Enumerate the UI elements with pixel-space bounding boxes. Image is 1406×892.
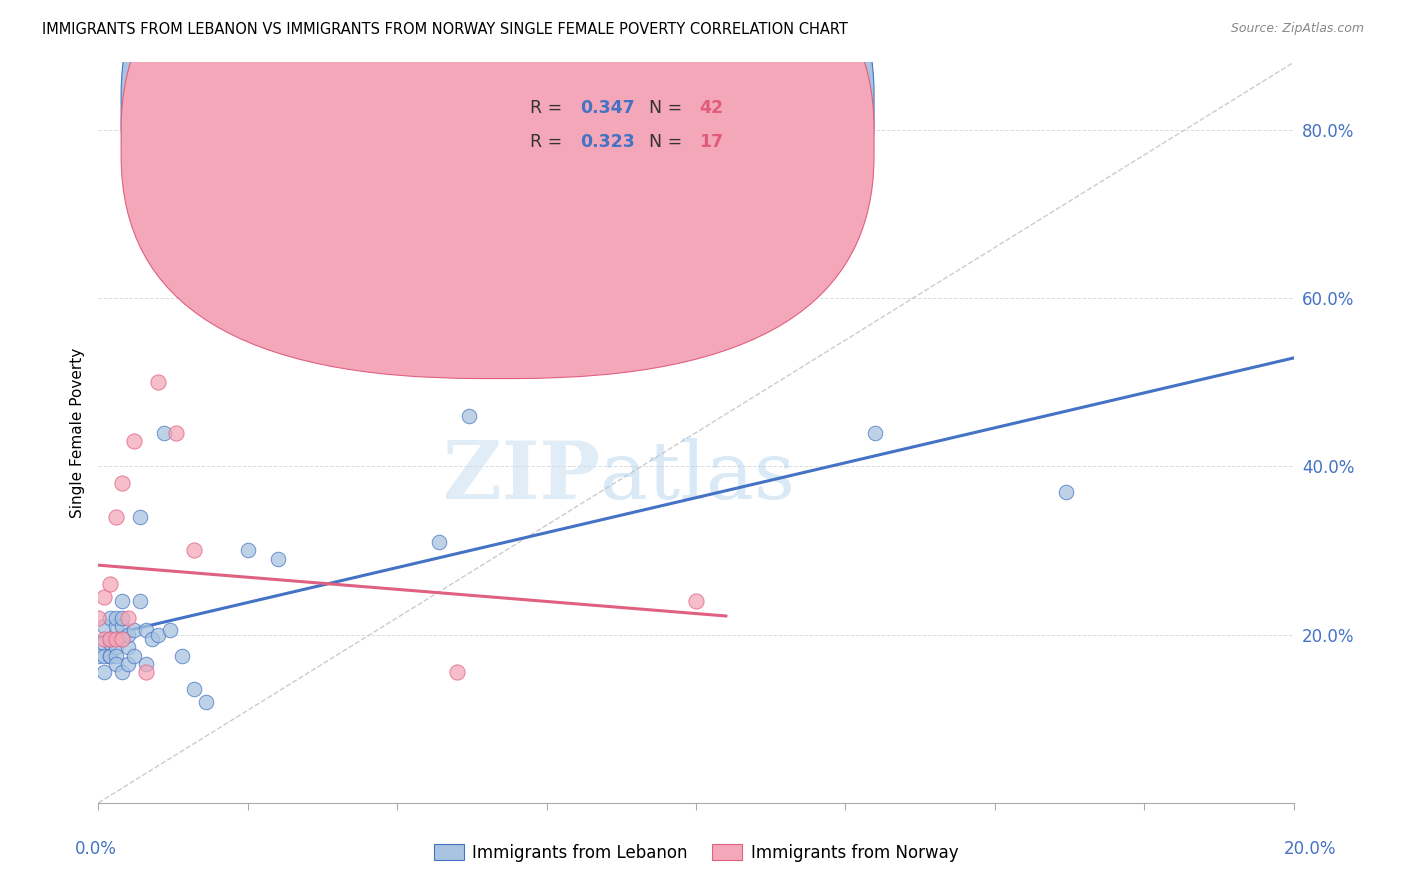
Point [98,636,122,650]
Text: IMMIGRANTS FROM LEBANON VS IMMIGRANTS FROM NORWAY SINGLE FEMALE POVERTY CORRELAT: IMMIGRANTS FROM LEBANON VS IMMIGRANTS FR… [42,22,848,37]
Text: ZIP: ZIP [443,438,600,516]
Point [117,657,139,671]
Point [117,610,139,624]
Text: 0.0%: 0.0% [75,840,117,858]
Point [267,551,290,566]
FancyBboxPatch shape [121,0,875,378]
Point [111,594,134,608]
Point [93,590,115,604]
Legend: Immigrants from Lebanon, Immigrants from Norway: Immigrants from Lebanon, Immigrants from… [427,838,965,869]
Text: atlas: atlas [600,438,796,516]
Point [172,648,194,663]
Point [105,610,128,624]
Point [93,636,115,650]
Point [93,632,115,646]
Text: 17: 17 [700,134,724,152]
Point [93,665,115,680]
Point [111,610,134,624]
Point [685,594,707,608]
Point [117,640,139,655]
Point [1056,484,1078,499]
Point [236,543,259,558]
Point [93,648,115,663]
Point [141,632,163,646]
Point [111,665,134,680]
Text: 42: 42 [700,99,724,117]
Point [159,624,181,638]
Point [183,543,205,558]
Point [148,627,170,641]
Text: 20.0%: 20.0% [1284,840,1337,858]
Point [165,425,187,440]
Point [135,624,157,638]
Point [446,665,468,680]
Point [98,632,122,646]
Y-axis label: Single Female Poverty: Single Female Poverty [69,348,84,517]
FancyBboxPatch shape [451,78,815,178]
Point [183,682,205,697]
Point [865,425,887,440]
Point [153,425,176,440]
Text: 0.323: 0.323 [581,134,634,152]
Point [105,619,128,633]
Point [111,476,134,491]
Point [105,632,128,646]
Text: N =: N = [650,134,688,152]
Point [98,648,122,663]
Point [111,632,134,646]
Text: N =: N = [650,99,688,117]
Point [98,648,122,663]
Text: 0.347: 0.347 [581,99,634,117]
Point [124,434,146,448]
Point [111,632,134,646]
Point [87,610,110,624]
Text: R =: R = [530,99,568,117]
Point [105,640,128,655]
Point [105,657,128,671]
Point [458,409,481,423]
Point [117,627,139,641]
Text: Source: ZipAtlas.com: Source: ZipAtlas.com [1230,22,1364,36]
Text: R =: R = [530,134,568,152]
Point [124,648,146,663]
Point [129,509,152,524]
Point [135,657,157,671]
Point [98,577,122,591]
Point [124,624,146,638]
Point [87,648,110,663]
Point [105,648,128,663]
Point [98,632,122,646]
Point [93,619,115,633]
Point [111,619,134,633]
Point [135,665,157,680]
Point [98,610,122,624]
Point [148,375,170,389]
FancyBboxPatch shape [121,0,875,343]
Point [105,509,128,524]
Point [129,594,152,608]
Point [195,695,218,709]
Point [427,535,450,549]
